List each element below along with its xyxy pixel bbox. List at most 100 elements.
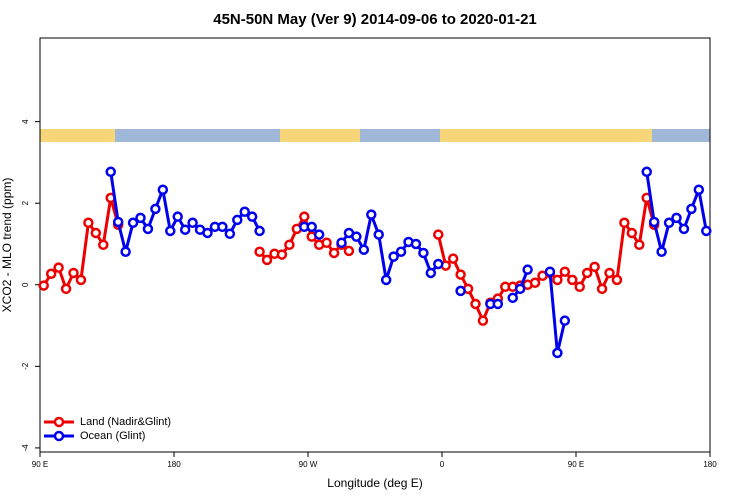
data-point xyxy=(433,258,444,270)
data-point xyxy=(90,227,102,239)
data-point xyxy=(187,217,198,229)
y-tick-label: -2 xyxy=(21,362,30,370)
data-point xyxy=(276,249,288,260)
series-line xyxy=(109,171,708,354)
data-point xyxy=(634,239,645,251)
data-point xyxy=(358,244,370,255)
data-point xyxy=(127,217,139,229)
legend-label: Ocean (Glint) xyxy=(80,430,145,442)
data-point xyxy=(343,245,355,257)
data-point xyxy=(395,246,407,257)
x-tick-label: 180 xyxy=(703,460,717,469)
data-point xyxy=(529,277,541,288)
land-ocean-strip xyxy=(40,129,710,142)
data-point xyxy=(299,211,310,222)
data-point xyxy=(105,166,116,178)
data-point xyxy=(663,217,675,229)
data-point xyxy=(254,246,265,257)
y-tick-label: -4 xyxy=(21,444,30,452)
data-point xyxy=(678,223,690,235)
data-point xyxy=(224,228,236,240)
x-tick-label: 90 E xyxy=(32,460,48,469)
x-tick-label: 0 xyxy=(440,460,445,469)
data-point xyxy=(380,274,392,286)
data-point xyxy=(38,280,49,291)
data-point xyxy=(179,224,191,235)
data-point xyxy=(68,267,79,279)
data-point xyxy=(477,315,489,326)
data-point xyxy=(232,214,243,226)
data-point xyxy=(656,246,667,257)
ocean-strip xyxy=(360,129,440,142)
data-point xyxy=(120,246,131,257)
data-point xyxy=(552,347,563,359)
land-strip xyxy=(40,129,115,142)
data-point xyxy=(157,184,169,195)
data-point xyxy=(626,227,638,239)
data-point xyxy=(150,203,161,215)
data-point xyxy=(142,223,154,235)
data-point xyxy=(701,225,712,237)
data-point xyxy=(313,229,325,240)
data-point xyxy=(306,221,317,233)
data-point xyxy=(559,266,571,277)
x-axis-label: Longitude (deg E) xyxy=(327,476,422,490)
data-point xyxy=(45,268,57,280)
data-point xyxy=(328,247,340,259)
land-strip xyxy=(280,129,360,142)
data-point xyxy=(589,261,600,273)
data-point xyxy=(455,285,466,297)
data-point xyxy=(165,225,176,237)
data-point xyxy=(619,217,630,229)
data-point xyxy=(112,216,124,228)
x-tick-label: 90 E xyxy=(568,460,584,469)
data-point xyxy=(388,251,399,262)
data-point xyxy=(447,253,459,264)
y-tick-label: 2 xyxy=(21,200,30,205)
data-point xyxy=(522,264,533,275)
legend-marker xyxy=(53,430,65,442)
data-point xyxy=(75,274,87,286)
data-point xyxy=(686,203,697,215)
legend-label: Land (Nadir&Glint) xyxy=(80,416,171,428)
data-point xyxy=(351,231,362,242)
data-point xyxy=(83,217,94,229)
legend-marker xyxy=(53,416,65,428)
data-point xyxy=(552,274,563,286)
data-point xyxy=(671,212,682,224)
data-point xyxy=(492,298,504,310)
data-point xyxy=(514,283,526,295)
x-tick-label: 180 xyxy=(167,460,181,469)
data-point xyxy=(648,216,660,228)
data-point xyxy=(246,211,258,222)
data-point xyxy=(581,267,593,279)
data-point xyxy=(98,239,109,251)
data-point xyxy=(567,274,578,286)
data-point xyxy=(284,239,295,251)
data-point xyxy=(559,315,571,326)
y-axis-label: XCO2 - MLO trend (ppm) xyxy=(0,178,14,313)
data-point xyxy=(544,266,556,277)
data-point xyxy=(172,211,183,222)
data-point xyxy=(202,227,213,239)
data-point xyxy=(410,238,422,250)
data-point xyxy=(336,237,347,249)
data-point xyxy=(321,237,332,249)
data-point xyxy=(261,254,273,266)
data-point xyxy=(217,221,228,233)
data-point xyxy=(60,283,72,295)
ocean-strip xyxy=(115,129,280,142)
ocean-strip xyxy=(652,129,710,142)
chart-title: 45N-50N May (Ver 9) 2014-09-06 to 2020-0… xyxy=(213,11,537,28)
data-point xyxy=(239,206,250,218)
data-point xyxy=(604,267,615,279)
data-point xyxy=(507,292,518,304)
x-tick-label: 90 W xyxy=(299,460,318,469)
y-tick-label: 0 xyxy=(21,282,30,287)
data-point xyxy=(53,262,64,273)
series-line xyxy=(42,197,656,325)
plot-frame xyxy=(39,37,711,453)
data-point xyxy=(425,267,437,279)
data-point xyxy=(641,166,652,178)
